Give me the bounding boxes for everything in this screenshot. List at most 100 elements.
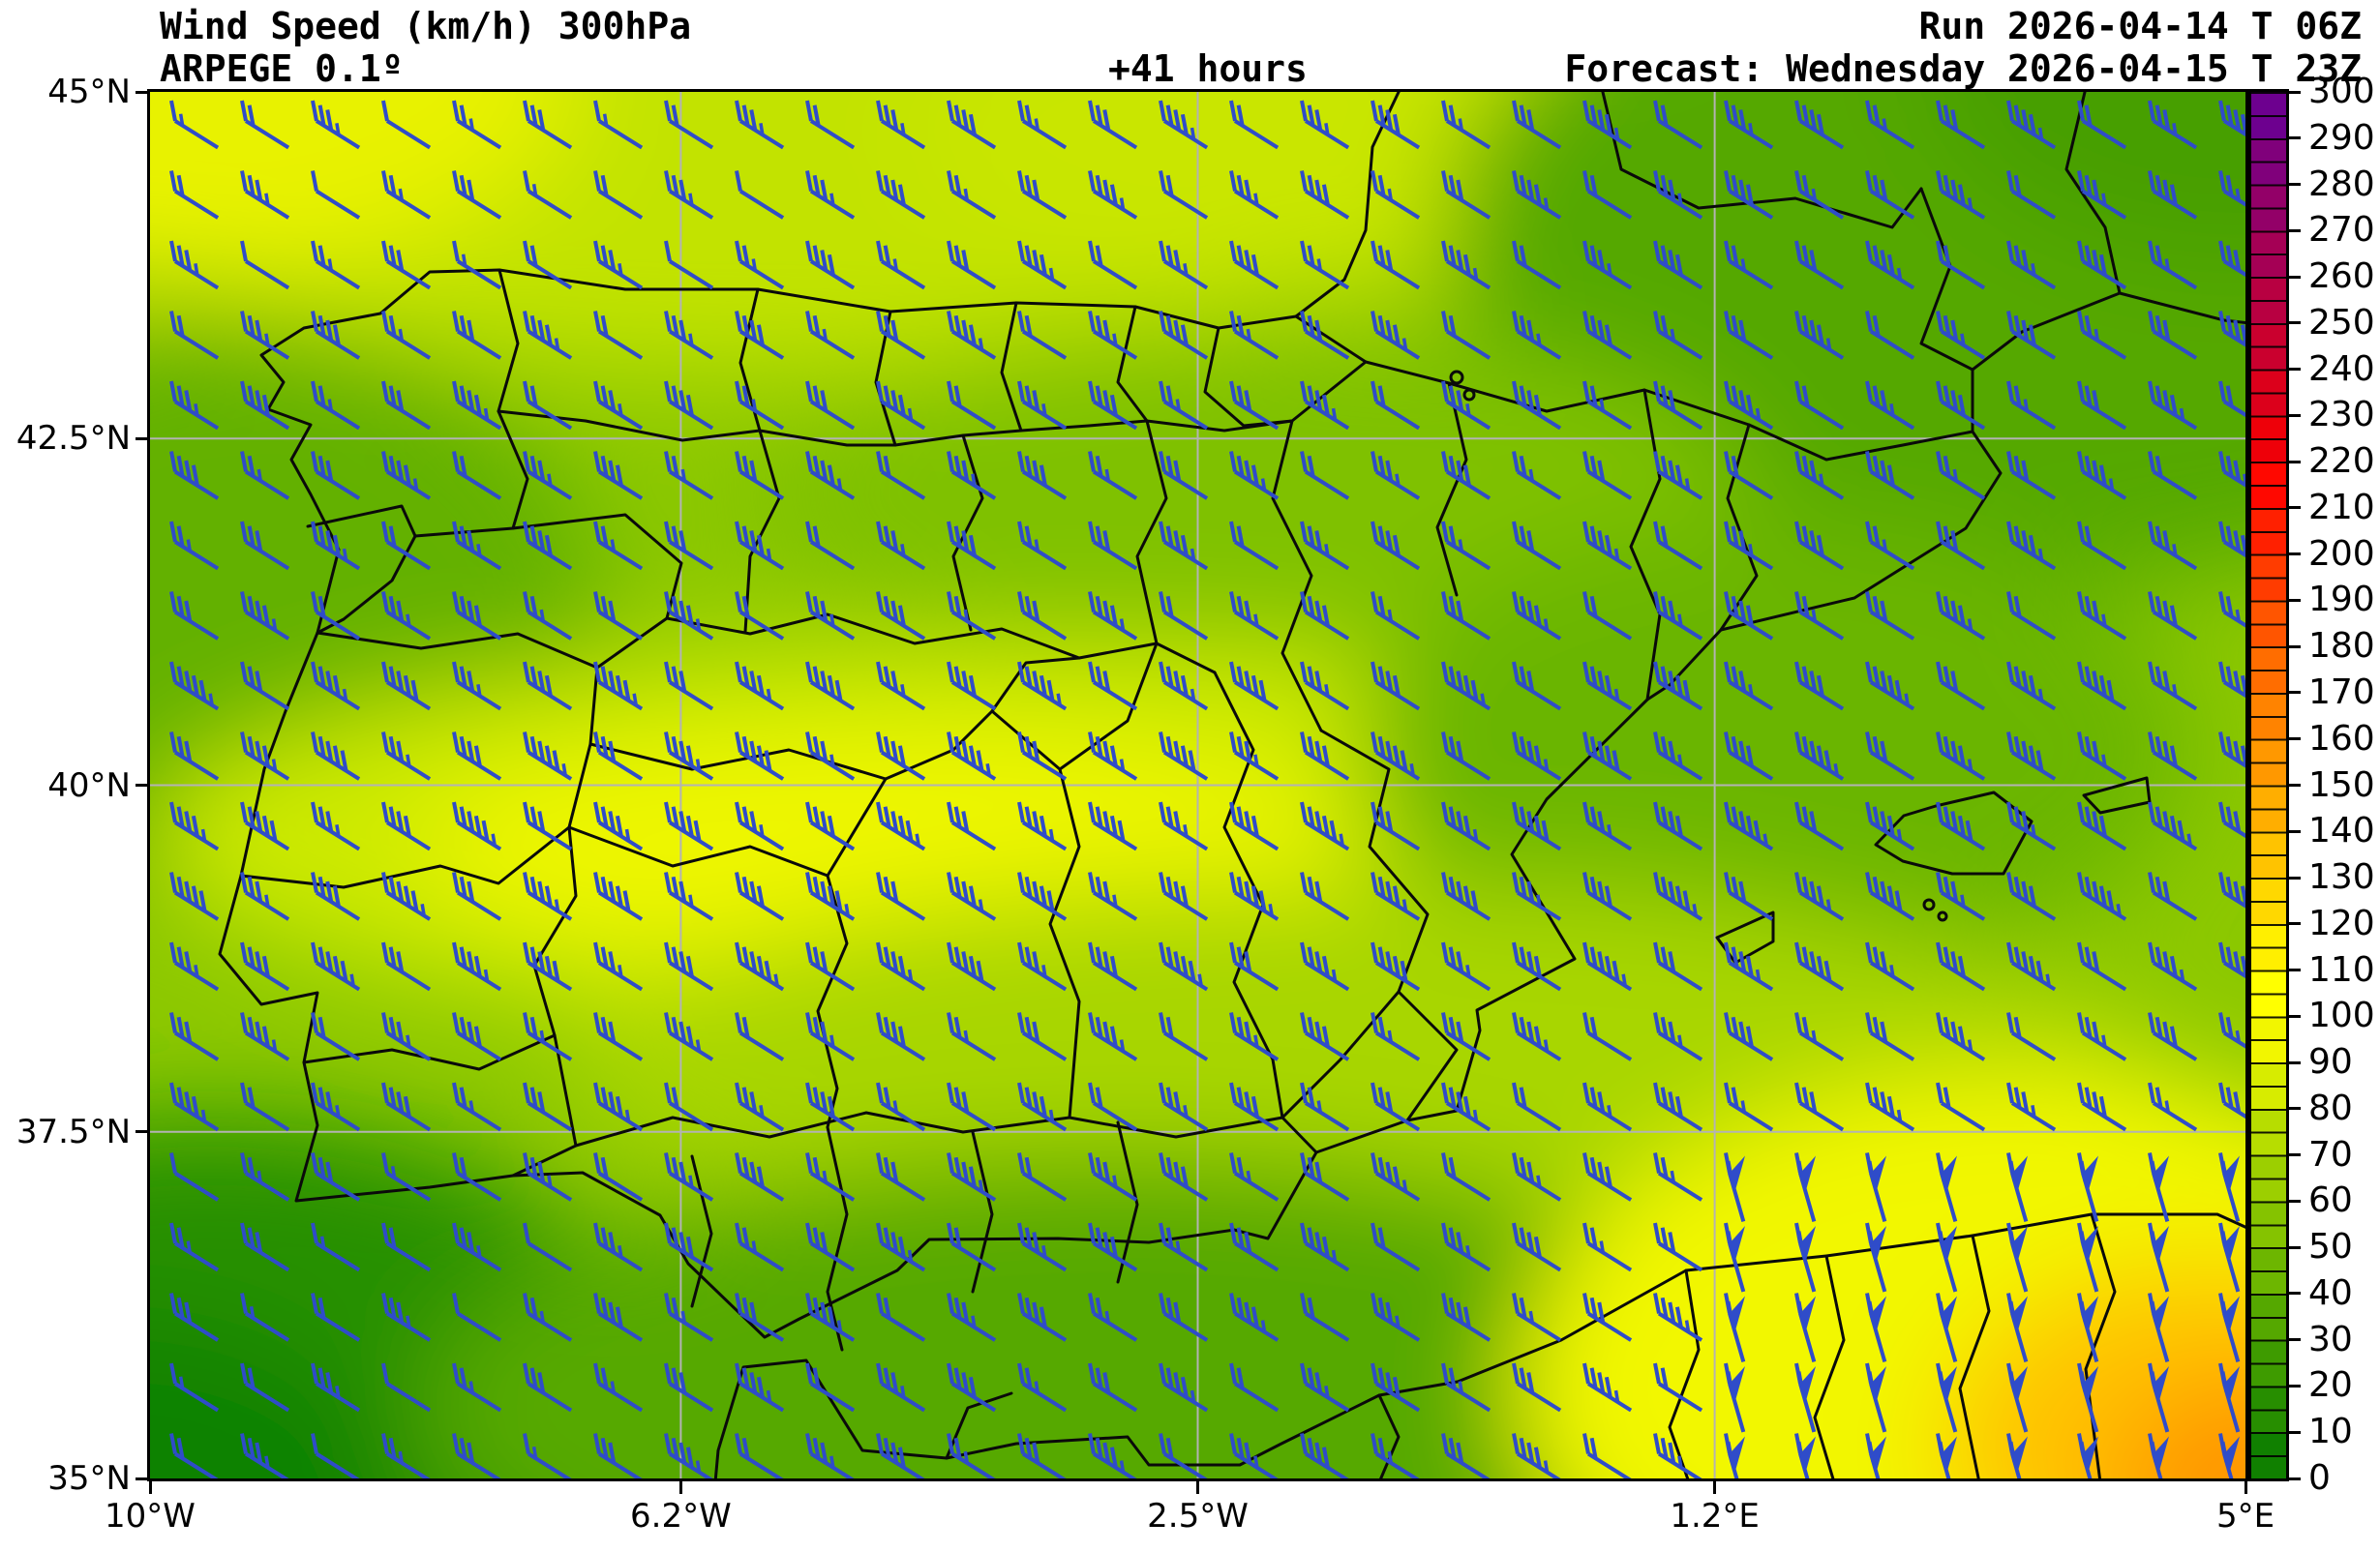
wind-barb xyxy=(2148,731,2198,781)
wind-barb xyxy=(1582,1012,1633,1061)
colorbar-tick xyxy=(2286,1199,2301,1203)
lead-time-label: +41 hours xyxy=(1108,47,1308,90)
wind-barb xyxy=(805,170,856,220)
colorbar-tick xyxy=(2286,1430,2301,1434)
wind-barb xyxy=(947,661,997,711)
wind-barb xyxy=(240,170,290,220)
wind-barb xyxy=(735,1293,785,1342)
wind-barb xyxy=(240,311,290,360)
colorbar-tick xyxy=(2286,413,2301,417)
wind-barb xyxy=(2077,1293,2099,1363)
wind-barb xyxy=(2006,591,2057,641)
wind-barb xyxy=(805,1082,856,1132)
wind-barb xyxy=(523,521,573,571)
wind-barb xyxy=(1300,801,1350,851)
wind-barb xyxy=(240,1433,289,1478)
wind-barb xyxy=(1865,591,1915,641)
wind-barb xyxy=(947,1362,997,1413)
wind-barb xyxy=(1582,591,1633,641)
wind-barb xyxy=(523,100,573,150)
wind-barb xyxy=(2006,1433,2028,1478)
wind-barb xyxy=(169,941,220,992)
wind-barb xyxy=(1936,801,1986,851)
wind-barb xyxy=(2218,801,2245,839)
lat-axis-tick xyxy=(136,784,148,787)
lat-axis-tick xyxy=(136,1477,148,1480)
wind-barb xyxy=(1017,240,1068,290)
wind-barb xyxy=(2006,240,2057,290)
wind-barb xyxy=(1653,1222,1703,1272)
wind-barb xyxy=(381,311,432,360)
wind-barb xyxy=(1865,1293,1887,1363)
wind-barb xyxy=(947,801,997,851)
wind-barb xyxy=(1088,311,1138,360)
wind-barb xyxy=(2006,1222,2029,1293)
wind-barb xyxy=(1512,170,1562,220)
wind-barb xyxy=(2148,1152,2170,1223)
wind-barb xyxy=(240,1222,290,1272)
wind-barb xyxy=(2218,1362,2241,1433)
wind-barb xyxy=(1582,1293,1633,1342)
wind-barb xyxy=(1159,1362,1209,1413)
wind-barb xyxy=(664,1012,714,1061)
wind-barb xyxy=(1865,1082,1915,1132)
wind-barb xyxy=(947,1082,997,1132)
wind-barb xyxy=(664,872,714,921)
wind-barb xyxy=(381,100,432,150)
wind-barb xyxy=(876,1362,926,1413)
wind-barb xyxy=(735,801,785,851)
wind-barb xyxy=(2077,451,2127,500)
wind-barb xyxy=(876,1222,926,1272)
wind-barb xyxy=(876,591,926,641)
wind-barb xyxy=(664,170,714,220)
wind-barb xyxy=(2148,1222,2170,1293)
wind-barb xyxy=(1017,1222,1068,1272)
wind-barb xyxy=(1300,521,1350,571)
wind-barb xyxy=(1441,380,1491,431)
wind-barb xyxy=(1159,451,1209,500)
wind-barb xyxy=(1159,1433,1208,1478)
wind-barb xyxy=(240,591,290,641)
wind-barb xyxy=(1724,170,1774,220)
wind-barb xyxy=(2218,661,2245,699)
wind-barb xyxy=(1017,1293,1068,1342)
wind-barb xyxy=(1159,170,1209,220)
wind-barb xyxy=(1794,451,1845,500)
wind-barb xyxy=(1300,1433,1349,1478)
wind-barb xyxy=(240,100,290,150)
wind-barb xyxy=(311,1222,361,1272)
wind-barb xyxy=(735,1082,785,1132)
colorbar-tick-label: 80 xyxy=(2308,1088,2353,1128)
wind-barb xyxy=(947,1012,997,1061)
wind-barb xyxy=(1088,591,1138,641)
wind-barb xyxy=(1794,661,1845,711)
wind-barb xyxy=(1512,240,1562,290)
colorbar-segment xyxy=(2251,785,2286,832)
wind-barb xyxy=(1653,521,1703,571)
wind-barb xyxy=(1582,872,1633,921)
wind-barb xyxy=(1865,941,1915,992)
wind-barb xyxy=(2148,1082,2198,1132)
colorbar-tick xyxy=(2286,460,2301,463)
wind-barb xyxy=(452,872,502,921)
wind-barb xyxy=(805,872,856,921)
wind-barb xyxy=(1229,311,1280,360)
wind-barb xyxy=(2218,731,2245,768)
wind-barb xyxy=(1653,1433,1702,1478)
wind-barb xyxy=(311,661,361,711)
wind-barb xyxy=(1159,1082,1209,1132)
wind-barb xyxy=(381,661,432,711)
lat-tick-label: 40°N xyxy=(47,765,131,805)
wind-barb xyxy=(1512,521,1562,571)
wind-barb xyxy=(311,311,361,360)
colorbar-tick xyxy=(2286,876,2301,880)
wind-barb xyxy=(240,941,290,992)
colorbar-segment xyxy=(2251,878,2286,924)
wind-barb xyxy=(2218,941,2245,979)
wind-barb xyxy=(664,311,714,360)
wind-barb xyxy=(1512,591,1562,641)
wind-barb xyxy=(1088,731,1138,781)
wind-barb xyxy=(1229,1222,1280,1272)
wind-barb xyxy=(664,941,714,992)
wind-barb xyxy=(240,731,290,781)
